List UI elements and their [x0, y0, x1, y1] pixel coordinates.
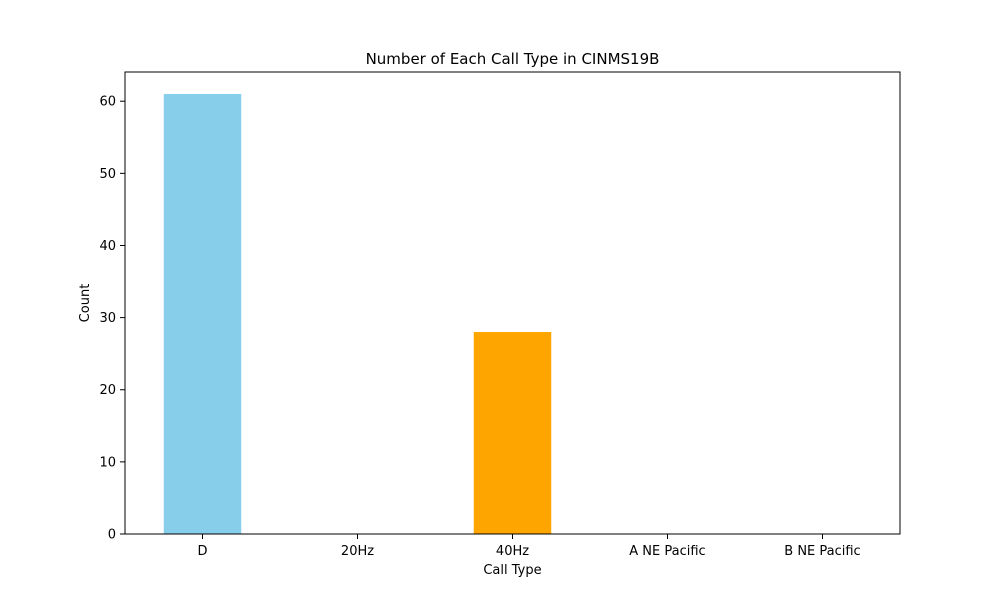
y-tick-label: 10 — [99, 455, 116, 470]
y-tick-label: 30 — [99, 311, 116, 326]
y-tick-label: 40 — [99, 239, 116, 254]
x-axis-label: Call Type — [483, 563, 541, 578]
y-tick-label: 20 — [99, 383, 116, 398]
x-tick-label: 20Hz — [341, 544, 374, 559]
x-tick-label: 40Hz — [496, 544, 529, 559]
chart-title: Number of Each Call Type in CINMS19B — [366, 50, 660, 68]
y-axis-label: Count — [78, 284, 93, 323]
x-tick-label: A NE Pacific — [629, 544, 705, 559]
plot-frame — [124, 71, 901, 535]
bars-layer — [163, 94, 552, 534]
x-tick-label: D — [197, 544, 207, 559]
y-tick-label: 60 — [99, 95, 116, 110]
y-tick-label: 50 — [99, 167, 116, 182]
x-tick-label: B NE Pacific — [784, 544, 860, 559]
y-axis-ticks: 0 10 20 30 40 50 60 — [99, 95, 125, 543]
bar-40hz — [473, 332, 552, 534]
x-axis-ticks: D 20Hz 40Hz A NE Pacific B NE Pacific — [197, 534, 861, 559]
bar-d — [163, 94, 242, 534]
y-tick-label: 0 — [108, 528, 116, 543]
